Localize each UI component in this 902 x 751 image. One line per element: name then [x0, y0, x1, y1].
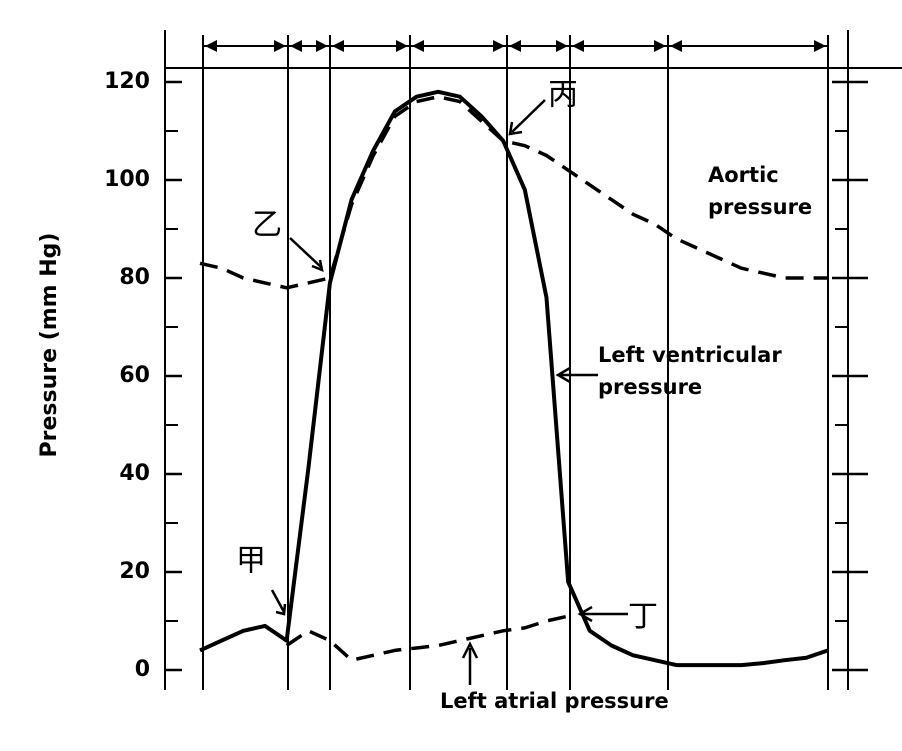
- phase-arrows: [205, 40, 826, 52]
- annotation: Aortic: [708, 163, 779, 187]
- annotation: pressure: [708, 195, 812, 219]
- annotation: 丙: [548, 78, 578, 113]
- y-tick-label: 80: [119, 265, 150, 290]
- y-tick-label: 120: [104, 69, 150, 94]
- annotation: Left atrial pressure: [440, 689, 669, 713]
- y-tick-label: 0: [135, 657, 150, 682]
- annotation: 丁: [628, 600, 658, 635]
- annotation-arrows: [270, 99, 628, 685]
- series-line: [199, 94, 828, 290]
- series-line: [199, 89, 829, 668]
- annotation: pressure: [598, 375, 702, 399]
- phase-lines: [164, 30, 902, 690]
- plot: 0 20 40 60 80 100 120: [104, 69, 868, 682]
- annotation: 乙: [252, 208, 282, 243]
- y-axis-label: Pressure (mm Hg): [37, 233, 62, 458]
- y-tick-label: 20: [119, 559, 150, 584]
- annotation: Left ventricular: [598, 343, 782, 367]
- y-tick-label: 100: [104, 167, 150, 192]
- y-tick-label: 60: [119, 363, 150, 388]
- y-tick-label: 40: [119, 461, 150, 486]
- series-line: [285, 614, 569, 662]
- annotation: 甲: [236, 544, 266, 579]
